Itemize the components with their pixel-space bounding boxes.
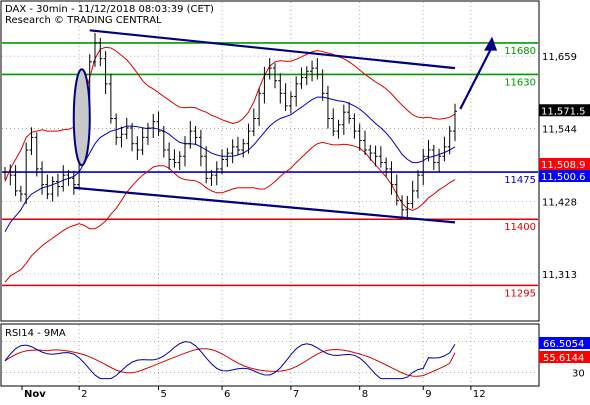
price-tick-label: 11,659	[542, 52, 577, 63]
rsi-panel-frame	[0, 323, 540, 387]
moving-average-line	[4, 96, 456, 233]
axes: 11,659 11,544 11,428 11,313 11,571.5 11,508.9…	[21, 52, 590, 400]
price-tick-label: 11,544	[542, 125, 577, 136]
price-panel-frame	[0, 0, 540, 322]
trend-channel	[73, 29, 456, 224]
price-badge-label: 11,500.6	[541, 172, 586, 183]
rsi-lines	[4, 341, 456, 380]
rsi-title: RSI14 - 9MA	[5, 328, 66, 339]
date-label: 8	[362, 389, 368, 400]
rsi-badge	[539, 337, 590, 349]
price-tick-label: 11,313	[542, 270, 577, 281]
price-tick-label: 11,428	[542, 198, 577, 209]
highlight-ellipse	[72, 68, 91, 167]
channel-lower-line	[73, 186, 456, 224]
date-label: 7	[293, 389, 299, 400]
bollinger-lower-line	[4, 141, 456, 283]
chart-source: Research © TRADING CENTRAL	[5, 15, 162, 26]
price-badge	[539, 158, 590, 170]
date-label: Nov	[24, 389, 46, 400]
annotations	[72, 36, 498, 167]
price-bars	[3, 32, 457, 220]
date-label: 12	[473, 389, 486, 400]
date-label: 6	[224, 389, 230, 400]
forecast-arrow-head	[484, 36, 498, 51]
rsi-badge-label: 66.5054	[543, 339, 584, 350]
channel-upper-line	[89, 29, 456, 70]
price-badge-label: 11,508.9	[541, 160, 586, 171]
level-label: 11295	[504, 288, 536, 299]
moving-average	[4, 96, 456, 233]
price-badge-label: 11,571.5	[541, 106, 586, 117]
rsi-tick-label: 30	[572, 368, 585, 379]
rsi-badge	[539, 351, 590, 363]
rsi-line	[4, 341, 456, 380]
forecast-arrow-shaft	[459, 46, 494, 110]
date-label: 5	[161, 389, 167, 400]
price-badge	[539, 170, 590, 182]
chart-title: DAX - 30min - 11/12/2018 08:03:39 (CET)	[5, 4, 214, 15]
date-label: 9	[425, 389, 431, 400]
level-label: 11680	[504, 46, 536, 57]
support-resistance-levels: 11680 11630 11475 11400 11295	[2, 42, 538, 299]
level-label: 11400	[504, 222, 536, 233]
level-label: 11630	[504, 77, 536, 88]
level-label: 11475	[504, 175, 536, 186]
rsi-ma-line	[4, 348, 456, 377]
price-badge	[539, 104, 590, 117]
date-label: 2	[81, 389, 87, 400]
grid	[2, 2, 538, 385]
rsi-badge-label: 55.6144	[543, 353, 584, 364]
